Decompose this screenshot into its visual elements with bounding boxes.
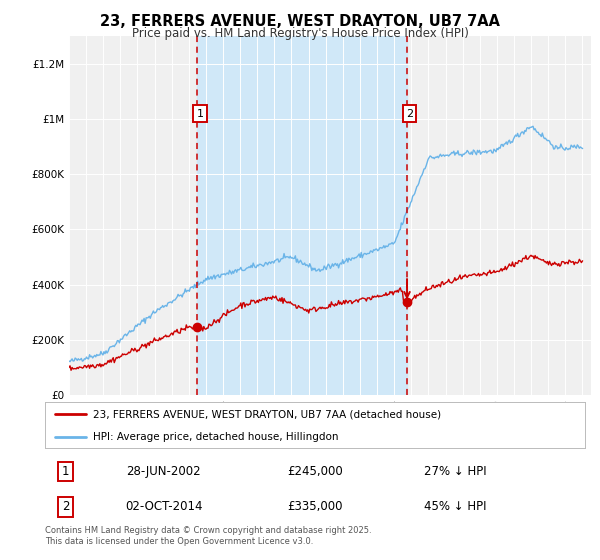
Text: HPI: Average price, detached house, Hillingdon: HPI: Average price, detached house, Hill… <box>92 432 338 441</box>
Text: 23, FERRERS AVENUE, WEST DRAYTON, UB7 7AA (detached house): 23, FERRERS AVENUE, WEST DRAYTON, UB7 7A… <box>92 409 440 419</box>
Text: 45% ↓ HPI: 45% ↓ HPI <box>424 501 487 514</box>
Text: 1: 1 <box>196 109 203 119</box>
Text: 02-OCT-2014: 02-OCT-2014 <box>125 501 203 514</box>
Text: 28-JUN-2002: 28-JUN-2002 <box>127 465 201 478</box>
Text: 2: 2 <box>62 501 69 514</box>
Bar <box>197 36 407 395</box>
Text: 1: 1 <box>62 465 69 478</box>
Text: 27% ↓ HPI: 27% ↓ HPI <box>424 465 487 478</box>
Text: 2: 2 <box>406 109 413 119</box>
Text: Price paid vs. HM Land Registry's House Price Index (HPI): Price paid vs. HM Land Registry's House … <box>131 27 469 40</box>
Text: 23, FERRERS AVENUE, WEST DRAYTON, UB7 7AA: 23, FERRERS AVENUE, WEST DRAYTON, UB7 7A… <box>100 14 500 29</box>
Text: £245,000: £245,000 <box>287 465 343 478</box>
Text: £335,000: £335,000 <box>287 501 343 514</box>
Text: Contains HM Land Registry data © Crown copyright and database right 2025.
This d: Contains HM Land Registry data © Crown c… <box>45 526 371 546</box>
